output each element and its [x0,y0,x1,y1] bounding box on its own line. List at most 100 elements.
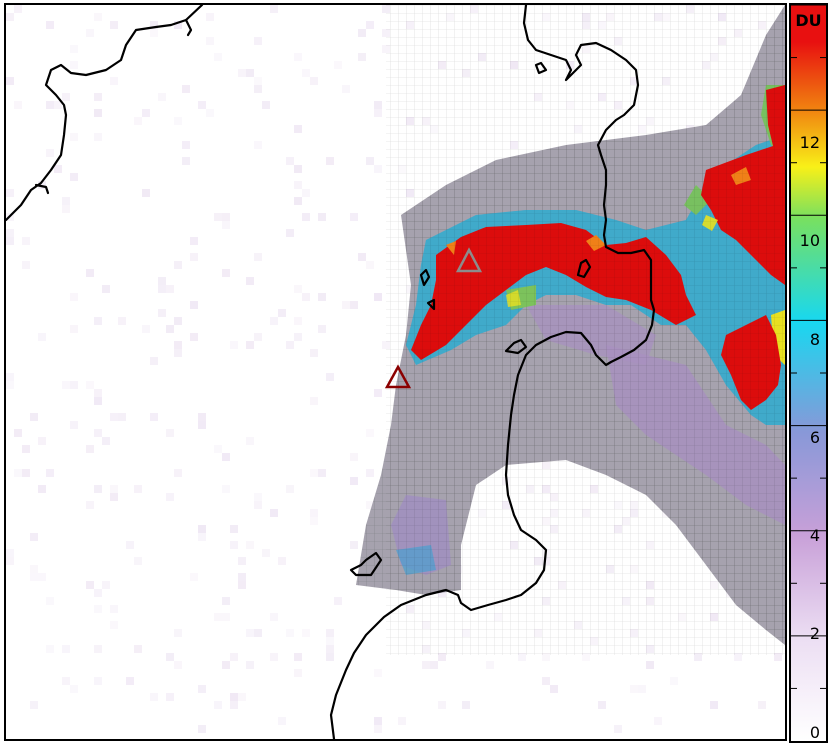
noise-pixel [694,653,702,661]
noise-pixel [214,701,222,709]
noise-pixel [166,693,174,701]
noise-pixel [246,341,254,349]
noise-pixel [62,381,70,389]
noise-pixel [310,509,318,517]
noise-pixel [294,125,302,133]
noise-pixel [318,325,326,333]
noise-pixel [366,429,374,437]
noise-pixel [230,693,238,701]
noise-pixel [62,93,70,101]
noise-pixel [110,621,118,629]
noise-pixel [246,541,254,549]
noise-pixel [334,597,342,605]
noise-pixel [254,253,262,261]
noise-pixel [230,525,238,533]
noise-pixel [286,629,294,637]
noise-pixel [326,157,334,165]
noise-pixel [158,277,166,285]
noise-pixel [302,293,310,301]
noise-pixel [302,189,310,197]
noise-pixel [30,565,38,573]
noise-pixel [638,685,646,693]
noise-pixel [318,469,326,477]
noise-pixel [38,573,46,581]
noise-pixel [326,373,334,381]
noise-pixel [222,221,230,229]
noise-pixel [422,661,430,669]
noise-pixel [294,53,302,61]
noise-pixel [374,717,382,725]
noise-pixel [342,301,350,309]
noise-pixel [294,669,302,677]
noise-pixel [246,629,254,637]
noise-pixel [342,85,350,93]
noise-pixel [270,509,278,517]
noise-pixel [374,109,382,117]
noise-pixel [486,661,494,669]
noise-pixel [198,101,206,109]
noise-pixel [6,13,14,21]
colorbar-tick-0: 0 [809,723,820,742]
colorbar: DU 0 2 4 6 8 10 12 [789,3,828,743]
noise-pixel [6,373,14,381]
noise-pixel [110,413,118,421]
noise-pixel [70,61,78,69]
noise-pixel [582,653,590,661]
noise-pixel [70,45,78,53]
noise-pixel [198,525,206,533]
noise-pixel [254,629,262,637]
noise-pixel [94,589,102,597]
noise-pixel [182,141,190,149]
noise-pixel [110,493,118,501]
noise-pixel [294,181,302,189]
noise-pixel [14,101,22,109]
noise-pixel [254,333,262,341]
noise-pixel [310,517,318,525]
noise-pixel [6,549,14,557]
noise-pixel [734,653,742,661]
noise-pixel [318,213,326,221]
colorbar-unit-label: DU [795,11,822,30]
noise-pixel [518,653,526,661]
noise-pixel [126,541,134,549]
noise-pixel [134,117,142,125]
noise-pixel [230,341,238,349]
noise-pixel [158,309,166,317]
noise-pixel [190,237,198,245]
noise-pixel [102,581,110,589]
noise-pixel [94,317,102,325]
noise-pixel [190,333,198,341]
noise-pixel [22,445,30,453]
noise-pixel [294,317,302,325]
colorbar-tick-4: 4 [809,526,820,545]
noise-pixel [254,501,262,509]
noise-pixel [326,637,334,645]
noise-pixel [246,277,254,285]
noise-pixel [6,237,14,245]
colorbar-tick-8: 8 [809,330,820,349]
noise-pixel [134,645,142,653]
noise-pixel [222,597,230,605]
noise-pixel [14,429,22,437]
noise-pixel [118,317,126,325]
noise-pixel [110,485,118,493]
noise-pixel [30,573,38,581]
noise-pixel [302,213,310,221]
noise-pixel [310,469,318,477]
noise-pixel [142,109,150,117]
noise-pixel [46,645,54,653]
noise-pixel [46,597,54,605]
noise-pixel [318,325,326,333]
noise-pixel [310,77,318,85]
noise-pixel [294,653,302,661]
noise-pixel [310,349,318,357]
noise-pixel [142,325,150,333]
noise-pixel [294,333,302,341]
noise-pixel [22,261,30,269]
noise-pixel [62,205,70,213]
noise-pixel [62,197,70,205]
noise-pixel [190,301,198,309]
coastlines [6,5,656,739]
noise-pixel [334,61,342,69]
noise-pixel [366,501,374,509]
